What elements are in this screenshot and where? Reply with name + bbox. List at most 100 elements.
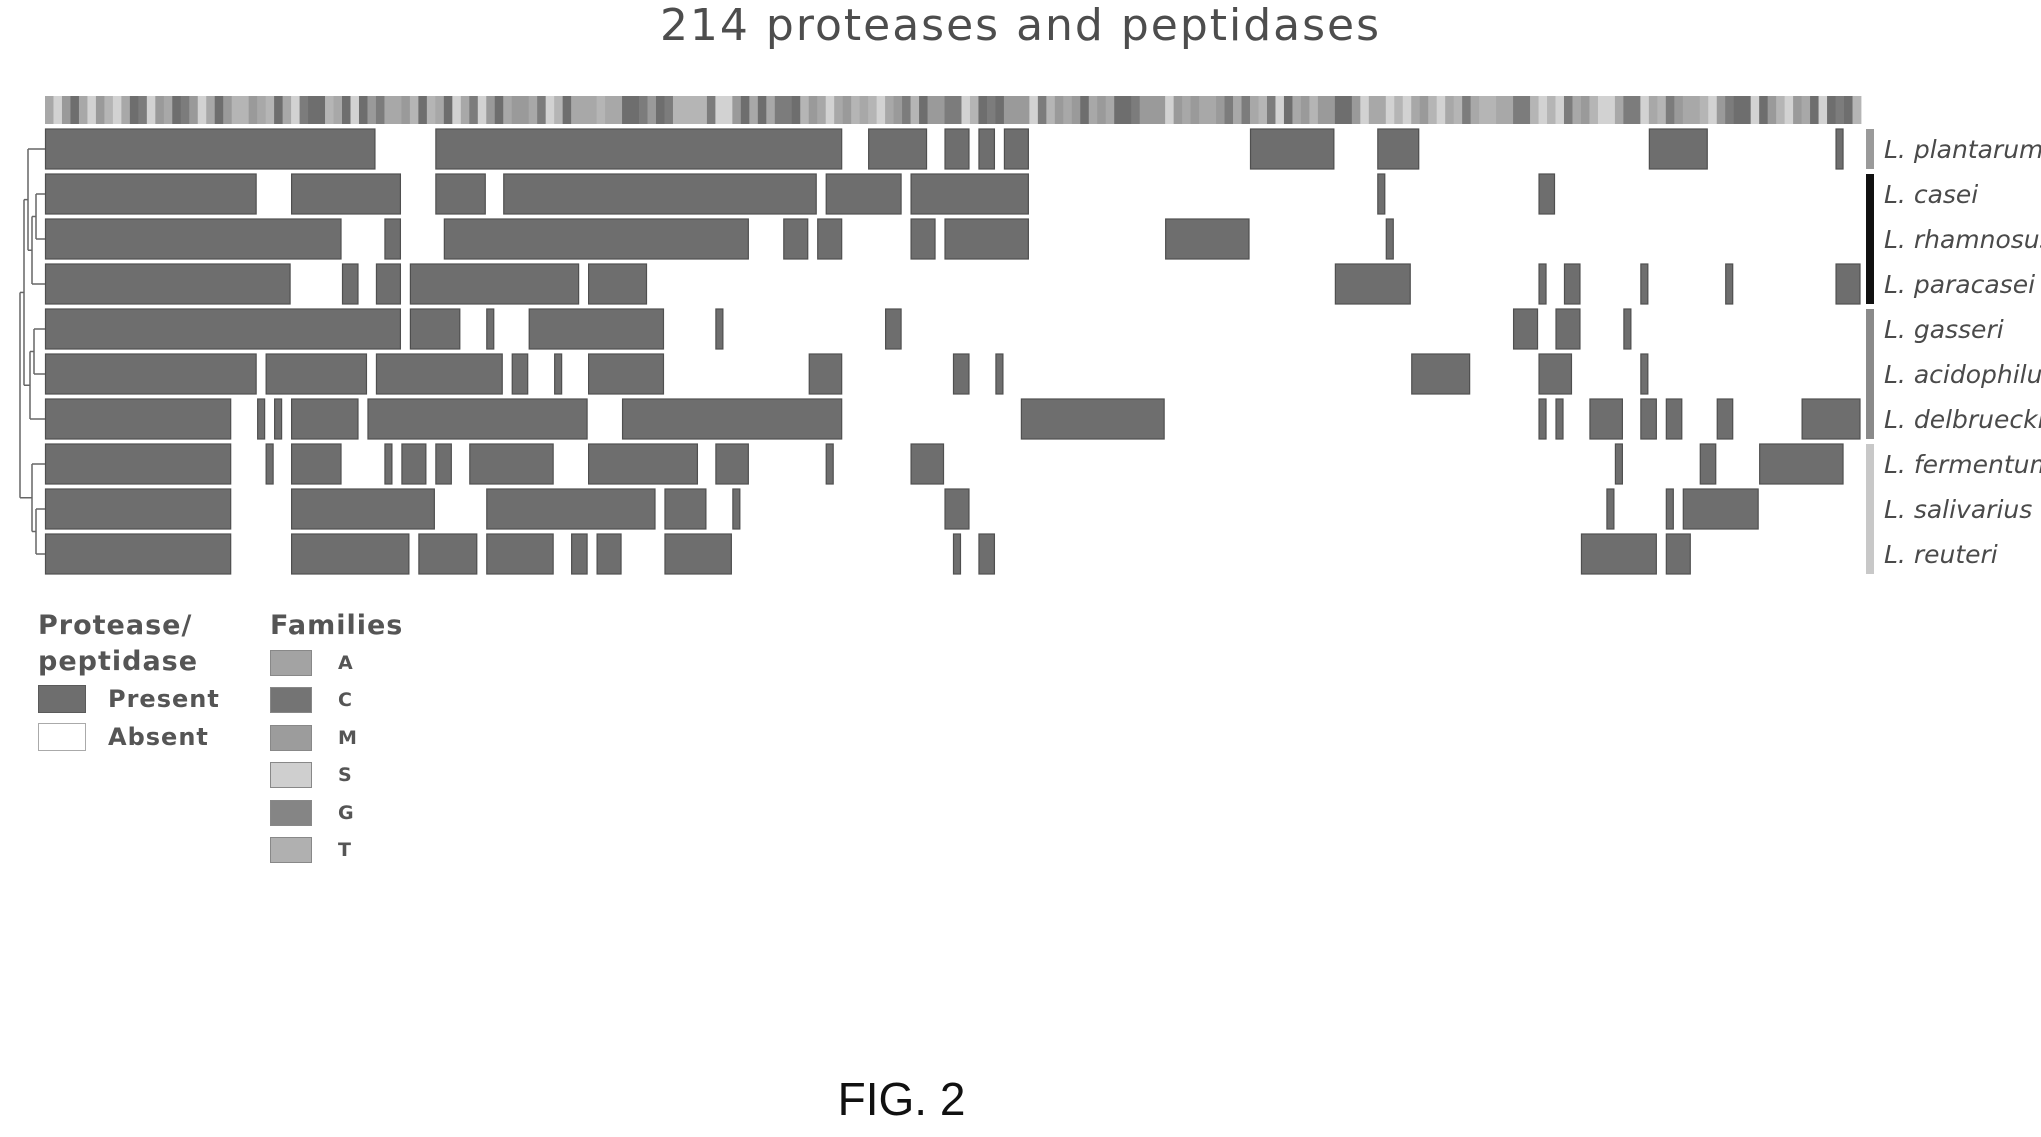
presence-cell xyxy=(944,128,970,170)
family-strip-cell xyxy=(851,96,861,124)
family-strip-cell xyxy=(1776,96,1786,124)
presence-cell xyxy=(1377,128,1420,170)
presence-cell xyxy=(825,443,834,485)
family-strip-cell xyxy=(138,96,148,124)
families-legend: Families A C M S G T xyxy=(270,608,403,869)
family-strip-cell xyxy=(1029,96,1039,124)
species-label: L. plantarum xyxy=(1884,135,2041,164)
presence-cell xyxy=(944,488,970,530)
family-strip-cell xyxy=(1521,96,1531,124)
family-strip-cell xyxy=(426,96,436,124)
presence-cell xyxy=(367,398,588,440)
family-strip-cell xyxy=(1165,96,1175,124)
family-strip-cell xyxy=(681,96,691,124)
family-strip-cell xyxy=(1343,96,1353,124)
family-strip-cell xyxy=(316,96,326,124)
presence-cell xyxy=(588,443,699,485)
family-strip-cell xyxy=(1037,96,1047,124)
presence-cell xyxy=(1640,398,1657,440)
family-strip-cell xyxy=(477,96,487,124)
species-label: L. paracasei xyxy=(1884,270,2035,299)
species-group-bar xyxy=(1866,174,1874,304)
family-strip-cell xyxy=(969,96,979,124)
presence-cell xyxy=(1725,263,1734,305)
family-strip-cell xyxy=(1767,96,1777,124)
presence-cell xyxy=(588,353,665,395)
presence-cell xyxy=(435,173,486,215)
family-strip-cell xyxy=(1759,96,1769,124)
family-strip-cell xyxy=(1020,96,1030,124)
family-strip-cell xyxy=(350,96,360,124)
presence-cell xyxy=(443,218,749,260)
presence-cell xyxy=(808,353,843,395)
family-strip-cell xyxy=(1827,96,1836,124)
family-strip-cell xyxy=(1479,96,1489,124)
presence-cell xyxy=(341,263,359,305)
presence-cell xyxy=(1665,488,1674,530)
family-strip-cell xyxy=(1046,96,1056,124)
presence-cell xyxy=(885,308,902,350)
family-strip-cell xyxy=(1563,96,1573,124)
family-strip-cell xyxy=(1844,96,1853,124)
family-strip-cell xyxy=(342,96,351,124)
family-strip-cell xyxy=(358,96,368,124)
family-strip-cell xyxy=(503,96,513,124)
presence-cell xyxy=(1640,263,1649,305)
presence-cell xyxy=(664,533,732,575)
family-strip-cell xyxy=(995,96,1005,124)
family-strip-cell xyxy=(961,96,971,124)
family-row-s: S xyxy=(270,757,403,795)
family-strip-cell xyxy=(163,96,173,124)
family-strip-cell xyxy=(1351,96,1361,124)
family-strip-cell xyxy=(613,96,623,124)
family-strip-cell xyxy=(1003,96,1013,124)
family-strip-cell xyxy=(1513,96,1522,124)
presence-heatmap: L. plantarum L. casei L. rhamnosus L. parac… xyxy=(19,96,2041,575)
family-strip-cell xyxy=(1250,96,1259,124)
family-strip-cell xyxy=(53,96,63,124)
presence-cell xyxy=(952,533,962,575)
species-label: L. rhamnosus xyxy=(1884,225,2041,254)
present-label: Present xyxy=(108,685,220,713)
family-strip-cell xyxy=(655,96,665,124)
presence-cell xyxy=(1614,443,1623,485)
family-strip-cell xyxy=(1402,96,1412,124)
family-strip-cell xyxy=(868,96,878,124)
absent-swatch xyxy=(38,723,86,751)
family-strip-cell xyxy=(936,96,945,124)
family-strip-cell xyxy=(953,96,962,124)
family-strip-cell xyxy=(808,96,818,124)
family-c-swatch xyxy=(270,687,312,714)
presence-cell xyxy=(1555,308,1581,350)
family-strip-cell xyxy=(1097,96,1107,124)
species-label: L. acidophilus xyxy=(1884,360,2041,389)
family-s-label: S xyxy=(338,764,352,787)
family-strip-cell xyxy=(732,96,742,124)
family-strip-cell xyxy=(1131,96,1141,124)
family-strip-cell xyxy=(825,96,835,124)
family-strip-cell xyxy=(1445,96,1455,124)
family-strip-cell xyxy=(257,96,267,124)
family-strip-cell xyxy=(1665,96,1675,124)
presence-cell xyxy=(1538,353,1573,395)
family-strip-cell xyxy=(112,96,122,124)
family-strip-cell xyxy=(706,96,716,124)
family-strip-cell xyxy=(927,96,937,124)
family-strip-cell xyxy=(1266,96,1276,124)
family-strip-cell xyxy=(1411,96,1421,124)
family-strip-cell xyxy=(800,96,810,124)
species-group-bar xyxy=(1866,444,1874,574)
family-strip-cell xyxy=(367,96,377,124)
presence-cell xyxy=(1665,398,1683,440)
family-row-t: T xyxy=(270,832,403,870)
family-strip-cell xyxy=(766,96,776,124)
family-strip-cell xyxy=(1784,96,1794,124)
presence-cell xyxy=(868,128,928,170)
presence-cell xyxy=(44,488,232,530)
presence-cell xyxy=(44,533,232,575)
family-strip-cell xyxy=(1657,96,1667,124)
family-strip-cell xyxy=(834,96,844,124)
presence-cell xyxy=(435,128,843,170)
species-label: L. fermentum xyxy=(1884,450,2041,479)
chart-title: 214 proteases and peptidases xyxy=(659,0,1382,51)
